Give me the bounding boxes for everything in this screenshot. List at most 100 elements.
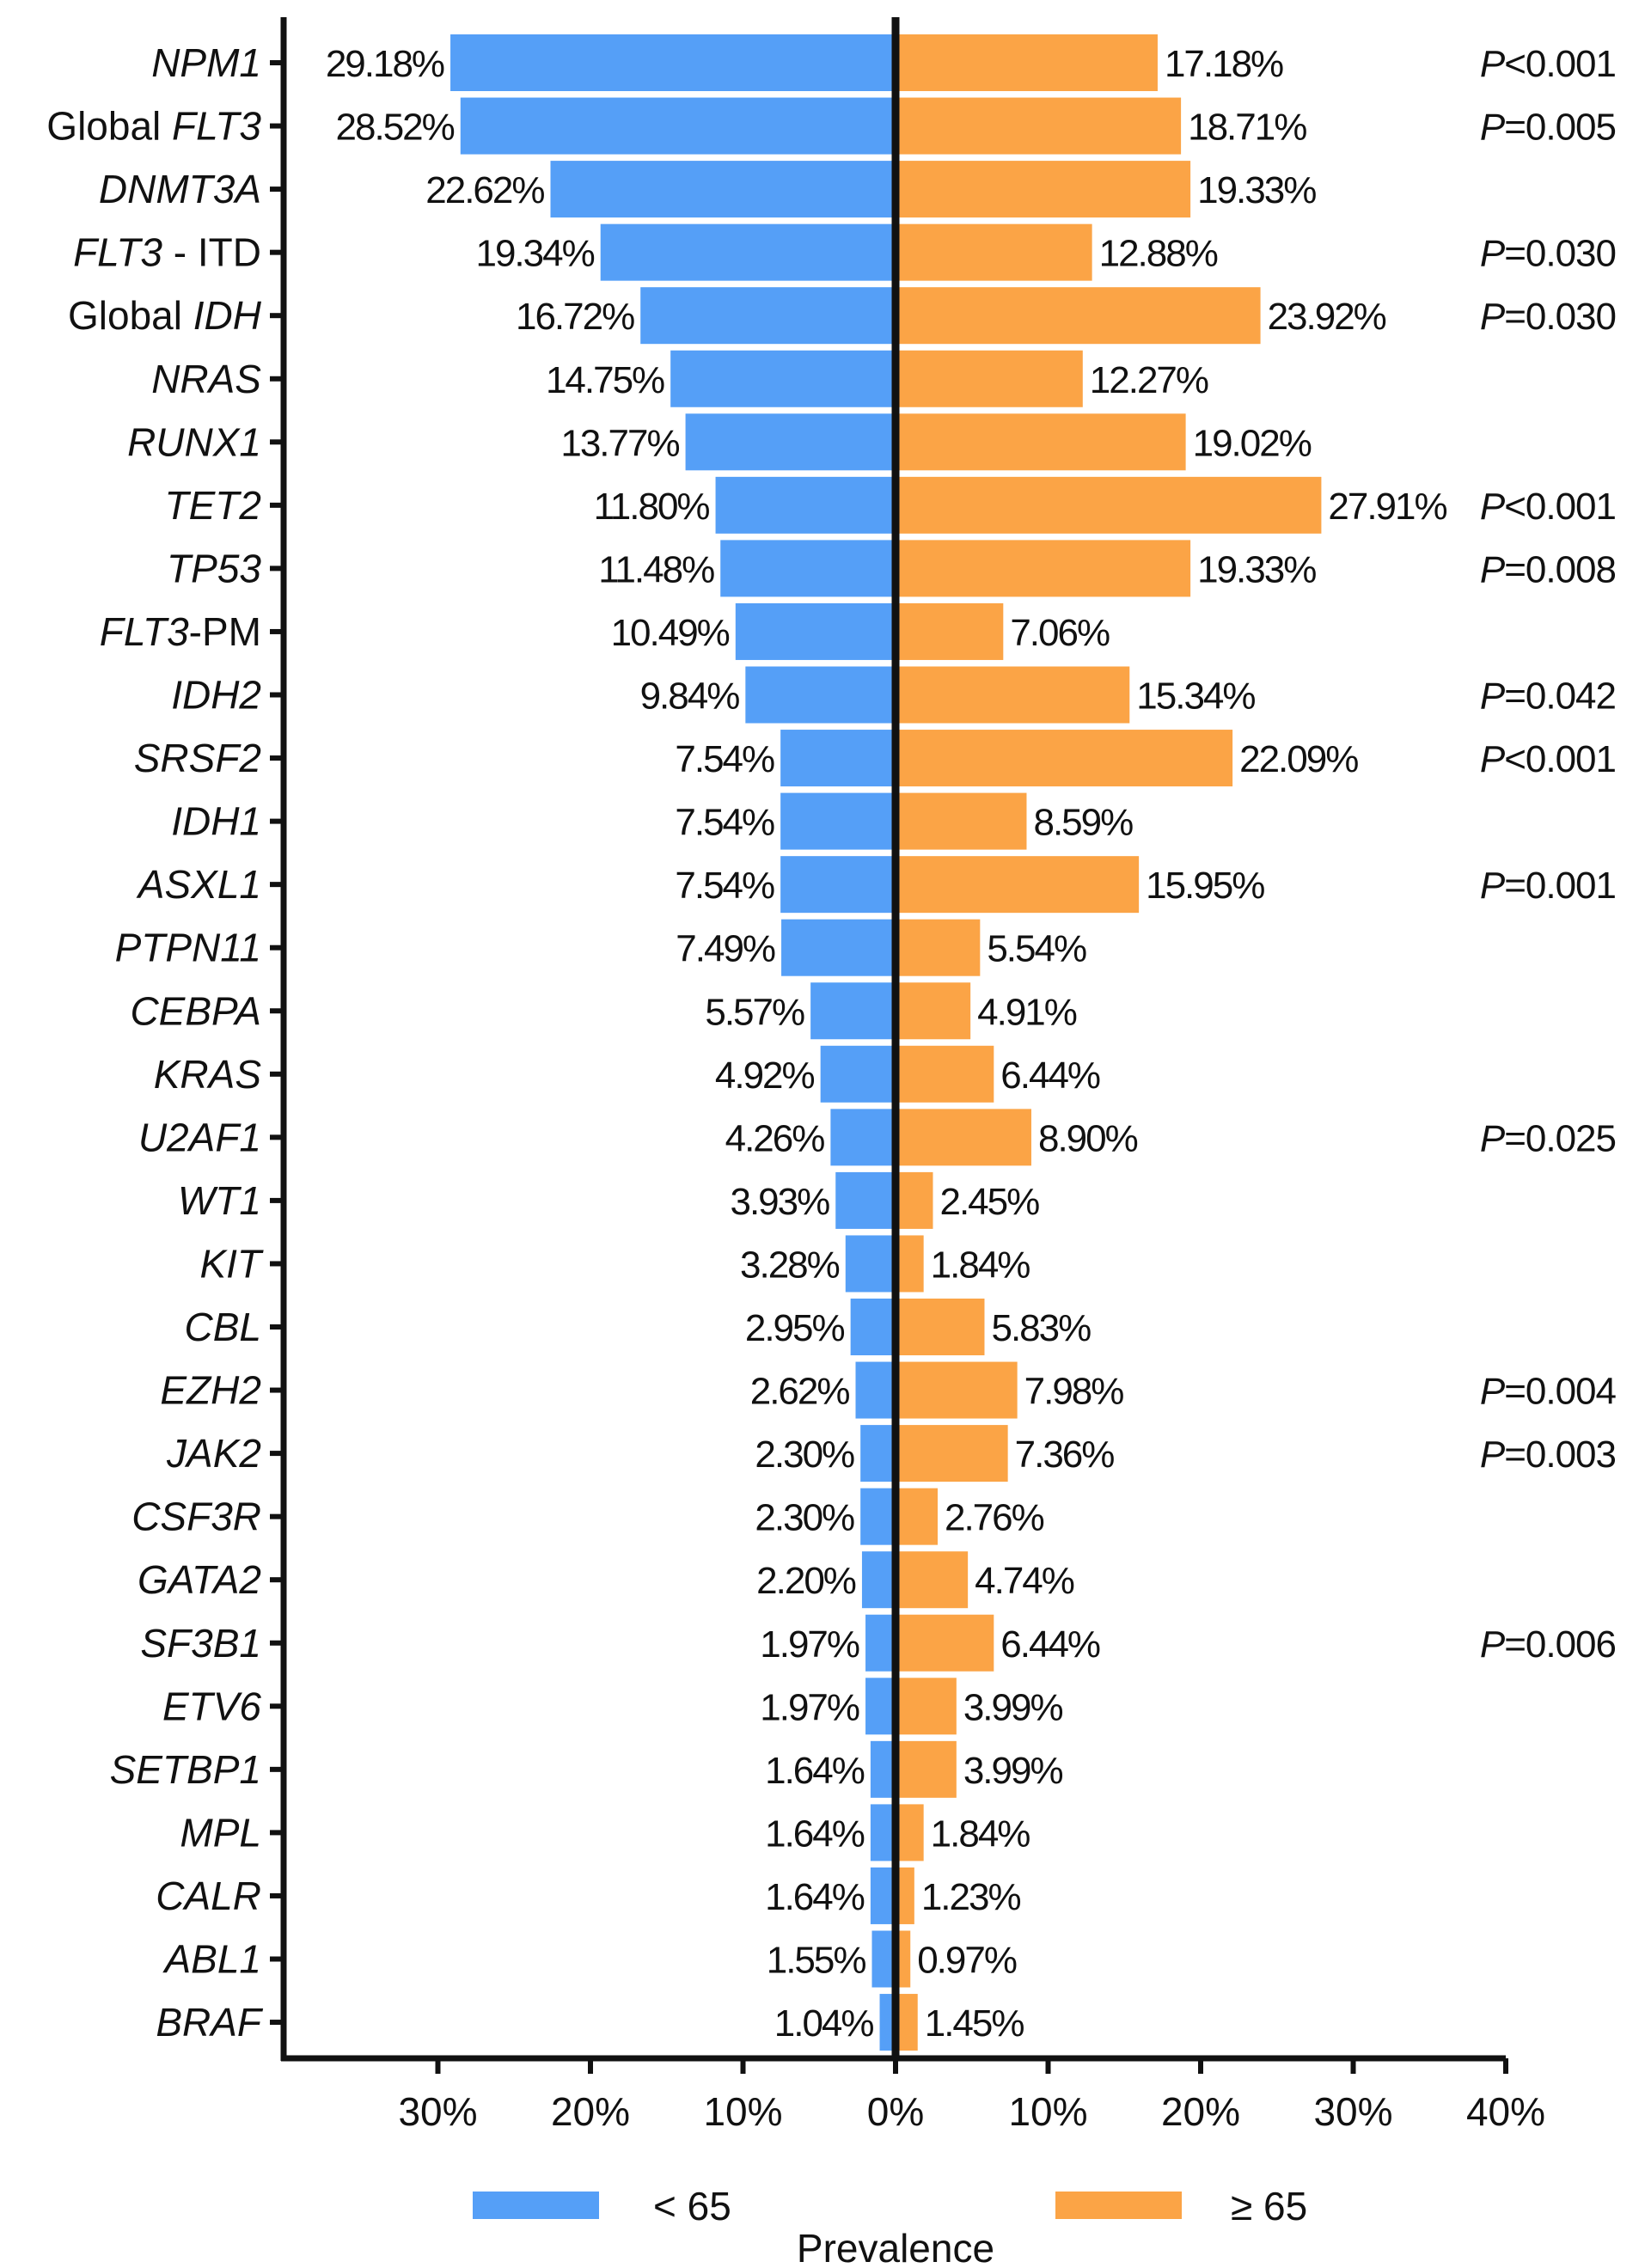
gene-label-srsf2: SRSF2	[134, 736, 261, 780]
value-label-over65-ezh2: 7.98%	[1024, 1371, 1124, 1413]
value-label-under65-npm1: 29.18%	[326, 43, 444, 85]
value-label-over65-idh2: 15.34%	[1136, 676, 1255, 718]
value-label-under65-kras: 4.92%	[715, 1055, 815, 1097]
bar-under65-mpl	[870, 1804, 896, 1861]
bar-under65-kras	[820, 1045, 896, 1103]
gene-label-tp53: TP53	[167, 546, 261, 590]
bar-over65-csf3r	[896, 1488, 938, 1545]
bar-under65-flt3-pm	[735, 602, 896, 660]
p-value-ezh2: P=0.004	[1480, 1371, 1617, 1413]
value-label-under65-flt3-global: 28.52%	[336, 107, 455, 149]
gene-label-braf: BRAF	[156, 2000, 264, 2045]
value-label-under65-mpl: 1.64%	[765, 1813, 865, 1855]
bar-over65-etv6	[896, 1678, 957, 1735]
value-label-over65-asxl1: 15.95%	[1146, 865, 1264, 907]
value-label-under65-ezh2: 2.62%	[750, 1371, 850, 1413]
gene-label-nras: NRAS	[151, 357, 261, 401]
bar-over65-tp53	[896, 540, 1191, 597]
value-label-over65-etv6: 3.99%	[963, 1686, 1063, 1728]
value-label-over65-csf3r: 2.76%	[945, 1497, 1044, 1539]
x-tick-label: 10%	[1008, 2089, 1087, 2134]
gene-label-runx1: RUNX1	[127, 419, 261, 464]
bar-under65-u2af1	[830, 1109, 896, 1166]
value-label-over65-kit: 1.84%	[931, 1244, 1030, 1286]
value-label-over65-idh-global: 23.92%	[1268, 296, 1386, 338]
bar-over65-runx1	[896, 413, 1186, 471]
bar-over65-idh-global	[896, 287, 1261, 345]
x-tick-label: 30%	[398, 2089, 477, 2134]
value-label-under65-etv6: 1.97%	[760, 1686, 859, 1728]
value-label-over65-flt3-itd: 12.88%	[1099, 233, 1218, 275]
x-tick-label: 10%	[703, 2089, 782, 2134]
bar-over65-dnmt3a	[896, 161, 1191, 218]
gene-label-etv6: ETV6	[162, 1684, 261, 1728]
value-label-under65-dnmt3a: 22.62%	[425, 169, 544, 211]
bar-under65-gata2	[861, 1551, 896, 1609]
gene-label-cebpa: CEBPA	[130, 988, 261, 1033]
gene-label-setbp1: SETBP1	[110, 1747, 261, 1792]
gene-label-mpl: MPL	[180, 1810, 261, 1855]
value-label-under65-idh1: 7.54%	[675, 802, 774, 844]
bar-over65-sf3b1	[896, 1614, 994, 1672]
value-label-over65-srsf2: 22.09%	[1239, 738, 1358, 780]
bar-over65-cebpa	[896, 982, 971, 1040]
axes-layer: 30% 20% 10% 0% 10% 20% 30% 40%	[270, 17, 1545, 2134]
value-label-under65-cbl: 2.95%	[745, 1307, 845, 1349]
bar-over65-asxl1	[896, 856, 1140, 914]
gene-label-u2af1: U2AF1	[138, 1115, 261, 1159]
p-value-idh-global: P=0.030	[1480, 296, 1616, 338]
bar-over65-idh1	[896, 792, 1027, 850]
bar-over65-wt1	[896, 1171, 933, 1229]
value-label-over65-setbp1: 3.99%	[963, 1750, 1063, 1792]
value-label-over65-tp53: 19.33%	[1197, 548, 1316, 590]
value-label-under65-nras: 14.75%	[546, 359, 664, 401]
bar-under65-srsf2	[780, 730, 896, 787]
bar-under65-nras	[670, 350, 896, 407]
bar-under65-idh2	[745, 666, 896, 724]
bar-over65-npm1	[896, 34, 1158, 91]
bar-under65-abl1	[871, 1930, 896, 1988]
bar-over65-gata2	[896, 1551, 969, 1609]
gene-label-jak2: JAK2	[166, 1431, 261, 1476]
value-label-over65-calr: 1.23%	[921, 1876, 1021, 1918]
bar-under65-csf3r	[860, 1488, 896, 1545]
bar-over65-idh2	[896, 666, 1130, 724]
bar-over65-tet2	[896, 476, 1322, 534]
bar-over65-calr	[896, 1867, 914, 1924]
gene-label-asxl1: ASXL1	[136, 862, 261, 907]
p-value-srsf2: P<0.001	[1480, 738, 1616, 780]
bar-under65-runx1	[685, 413, 896, 471]
x-tick-label: 20%	[1161, 2089, 1240, 2134]
value-label-under65-abl1: 1.55%	[767, 1940, 866, 1982]
bar-over65-mpl	[896, 1804, 924, 1861]
bar-under65-calr	[870, 1867, 896, 1924]
gene-label-csf3r: CSF3R	[131, 1495, 261, 1539]
value-label-under65-srsf2: 7.54%	[675, 738, 774, 780]
bar-under65-setbp1	[870, 1740, 896, 1798]
p-value-npm1: P<0.001	[1480, 43, 1616, 85]
x-tick-label: 20%	[551, 2089, 630, 2134]
bar-over65-setbp1	[896, 1740, 957, 1798]
bar-under65-cbl	[850, 1299, 896, 1355]
gene-label-flt3-itd: FLT3 - ITD	[73, 230, 261, 275]
value-label-under65-cebpa: 5.57%	[705, 991, 804, 1033]
p-value-tp53: P=0.008	[1480, 548, 1616, 590]
x-tick-label: 30%	[1313, 2089, 1392, 2134]
value-label-over65-u2af1: 8.90%	[1038, 1117, 1138, 1159]
value-label-over65-dnmt3a: 19.33%	[1197, 169, 1316, 211]
bar-under65-etv6	[865, 1678, 896, 1735]
x-tick-label: 40%	[1466, 2089, 1545, 2134]
bar-under65-tp53	[720, 540, 896, 597]
x-tick-label: 0%	[867, 2089, 924, 2134]
value-label-under65-ptpn11: 7.49%	[676, 928, 775, 970]
value-label-under65-kit: 3.28%	[740, 1244, 840, 1286]
value-label-over65-nras: 12.27%	[1090, 359, 1208, 401]
value-label-under65-jak2: 2.30%	[755, 1434, 854, 1476]
value-label-under65-flt3-pm: 10.49%	[611, 612, 730, 654]
value-label-under65-tp53: 11.48%	[598, 548, 714, 590]
gene-label-cbl: CBL	[185, 1305, 261, 1349]
bar-under65-cebpa	[810, 982, 896, 1040]
p-value-asxl1: P=0.001	[1480, 865, 1616, 907]
gene-label-sf3b1: SF3B1	[140, 1621, 261, 1666]
